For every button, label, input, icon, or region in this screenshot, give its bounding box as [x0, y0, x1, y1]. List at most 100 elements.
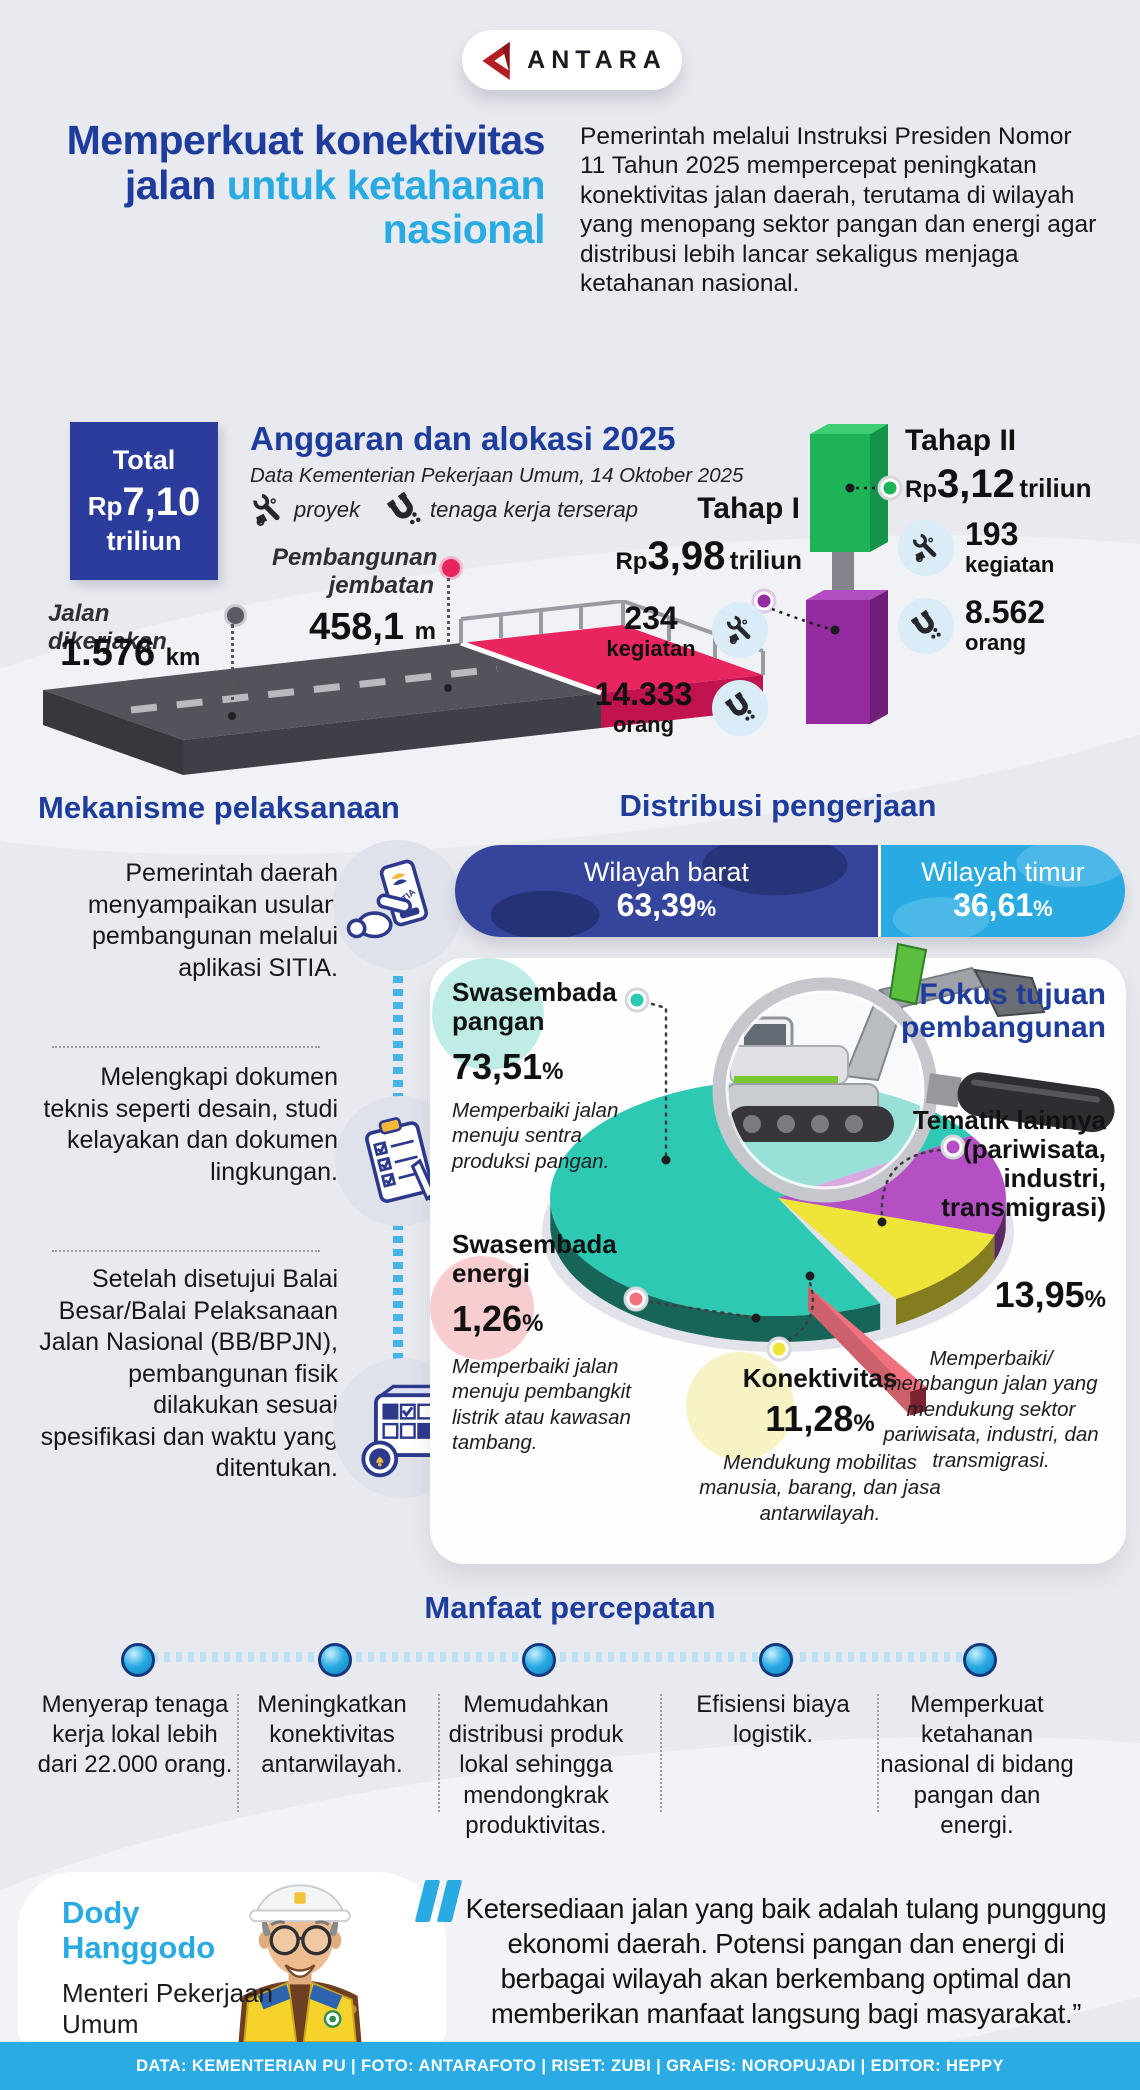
value-swasembada-pangan: 73,51%	[452, 1046, 564, 1087]
desc-swasembada-pangan: Memperbaiki jalan menuju sentra produksi…	[452, 1099, 619, 1173]
jalan-value: 1.576 km	[60, 632, 201, 674]
anggaran-source: Data Kementerian Pekerjaan Umum, 14 Okto…	[250, 464, 744, 487]
manfaat-item-5: Memperkuat ketahanan nasional di bidang …	[880, 1691, 1074, 1839]
manfaat-item-1: Menyerap tenaga kerja lokal lebih dari 2…	[37, 1691, 233, 1779]
pastel-circle-pink	[430, 1256, 534, 1360]
jalan-label: Jalan dikerjakan	[48, 600, 167, 655]
tahap2-orang-icon-bubble	[898, 598, 954, 654]
manfaat-item-4: Efisiensi biaya logistik.	[696, 1691, 850, 1749]
desc-tematik-lainnya: Memperbaiki/ membangun jalan yang menduk…	[883, 1347, 1099, 1472]
value-swasembada-energi: 1,26%	[452, 1298, 544, 1339]
jalan-leader-line	[231, 624, 234, 714]
tahap2-name: Tahap II	[905, 424, 1017, 457]
antara-logo-text: ANTARA	[527, 45, 667, 74]
distribusi-heading: Distribusi pengerjaan	[619, 788, 937, 823]
value-konektivitas: 11,28%	[765, 1398, 875, 1439]
tahap1-amount: Rp3,98 triliun	[615, 534, 802, 578]
fokus-panel: Swasembada pangan 73,51% Memperbaiki jal…	[430, 942, 1126, 1564]
total-budget-box: Total Rp7,10 triliun	[70, 422, 218, 580]
item-divider	[877, 1694, 879, 1812]
item-divider	[660, 1694, 662, 1812]
value-tematik-lainnya: 13,95%	[994, 1274, 1106, 1315]
title-dark: Memperkuat konektivitas jalan	[66, 117, 546, 208]
intro-paragraph: Pemerintah melalui Instruksi Presiden No…	[580, 123, 1097, 297]
jalan-marker-dot	[224, 604, 247, 627]
person-role: Menteri Pekerjaan Umum	[62, 1978, 273, 2039]
timeline-dot	[522, 1643, 556, 1677]
legend-proyek: proyek	[250, 492, 360, 528]
segment-wilayah-timur: Wilayah timur 36,61%	[880, 845, 1125, 937]
total-value: Rp7,10	[87, 480, 201, 524]
title-light: untuk ketahanan nasional	[226, 161, 546, 253]
tahap2-amount: Rp3,12 triliun	[905, 462, 1092, 506]
tahap2-orang: 8.562 orang	[965, 594, 1046, 655]
timeline-dot	[121, 1643, 155, 1677]
antara-logo: ANTARA	[462, 30, 682, 90]
step-divider	[52, 1046, 320, 1048]
pastel-circle-teal	[432, 958, 544, 1070]
label-swasembada-pangan: Swasembada pangan	[452, 977, 617, 1037]
name-bubble	[18, 1872, 446, 2042]
tahap1-kegiatan: 234 kegiatan	[606, 600, 696, 661]
segment-wilayah-barat: Wilayah barat 63,39%	[455, 845, 881, 937]
label-tematik-lainnya: Tematik lainnya (pariwisata, industri, t…	[912, 1105, 1106, 1223]
desc-swasembada-energi: Memperbaiki jalan menuju pembangkit list…	[452, 1355, 631, 1455]
pie-slice-markers	[623, 987, 966, 1362]
magnet-icon	[910, 610, 942, 642]
footer-credits: DATA: KEMENTERIAN PU | FOTO: ANTARAFOTO …	[136, 2056, 1004, 2075]
tahap2-kegiatan: 193 kegiatan	[965, 516, 1055, 577]
step-divider	[52, 1250, 320, 1252]
pastel-circle-yellow	[686, 1352, 794, 1460]
item-divider	[438, 1694, 440, 1812]
tahap1-orang: 14.333 orang	[594, 676, 693, 737]
item-divider	[237, 1694, 239, 1812]
jembatan-marker-dot	[439, 556, 463, 580]
distribusi-split-bar: Wilayah barat 63,39% Wilayah timur 36,61…	[455, 845, 1125, 937]
total-label: Total	[112, 445, 176, 475]
anggaran-legend: proyek tenaga kerja terserap	[250, 492, 638, 528]
total-unit: triliun	[106, 526, 182, 556]
footer-credits-bar: DATA: KEMENTERIAN PU | FOTO: ANTARAFOTO …	[0, 2042, 1140, 2090]
tahap2-kegiatan-icon-bubble	[898, 520, 954, 576]
desc-konektivitas: Mendukung mobilitas manusia, barang, dan…	[699, 1451, 941, 1525]
minister-portrait	[238, 1884, 362, 2042]
jembatan-end-dot	[444, 684, 452, 692]
timeline-line	[128, 1652, 984, 1662]
label-swasembada-energi: Swasembada energi	[452, 1229, 617, 1289]
legend-tenaga-kerja: tenaga kerja terserap	[386, 492, 638, 528]
mekanisme-step-3: Setelah disetujui Balai Besar/Balai Pela…	[39, 1265, 338, 1482]
tahap1-orang-icon-bubble	[712, 680, 768, 736]
tahap1-name: Tahap I	[697, 492, 800, 525]
magnet-icon	[386, 492, 422, 528]
wrench-icon	[910, 532, 942, 564]
timeline-dot	[963, 1643, 997, 1677]
mekanisme-step-2: Melengkapi dokumen teknis seperti desain…	[43, 1063, 338, 1186]
tahap1-kegiatan-icon-bubble	[712, 602, 768, 658]
timeline-dot	[759, 1643, 793, 1677]
sitia-app-icon: SITIA	[333, 840, 463, 970]
pie-chart-illustration	[542, 942, 1115, 1416]
manfaat-item-2: Meningkatkan konektivitas antarwilayah.	[257, 1691, 407, 1779]
fokus-heading: Fokus tujuan pembangunan	[900, 978, 1106, 1044]
manfaat-heading: Manfaat percepatan	[424, 1590, 716, 1625]
wrench-icon	[724, 614, 756, 646]
anggaran-heading: Anggaran dan alokasi 2025	[250, 420, 676, 457]
mekanisme-heading: Mekanisme pelaksanaan	[38, 790, 400, 825]
label-konektivitas: Konektivitas	[742, 1363, 898, 1393]
mekanisme-step-1: Pemerintah daerah menyampaikan usulan pe…	[87, 859, 338, 982]
road-bridge-illustration	[43, 600, 765, 775]
jembatan-value: 458,1 m	[309, 606, 436, 648]
person-name: Dody Hanggodo	[62, 1895, 216, 1965]
pie-leader-endpoints	[661, 1155, 887, 1323]
quote-text: Ketersediaan jalan yang baik adalah tula…	[465, 1893, 1107, 2029]
pie-leader-lines	[648, 1002, 942, 1346]
page-title: Memperkuat konektivitas jalan untuk keta…	[40, 117, 546, 253]
magnet-icon	[724, 692, 756, 724]
jembatan-label: Pembangunan jembatan	[272, 544, 438, 599]
wrench-icon	[250, 492, 286, 528]
tahap-bars-chart	[751, 424, 903, 724]
timeline-dot	[318, 1643, 352, 1677]
manfaat-item-3: Memudahkan distribusi produk lokal sehin…	[448, 1691, 624, 1839]
excavator-illustration	[719, 942, 1046, 1196]
